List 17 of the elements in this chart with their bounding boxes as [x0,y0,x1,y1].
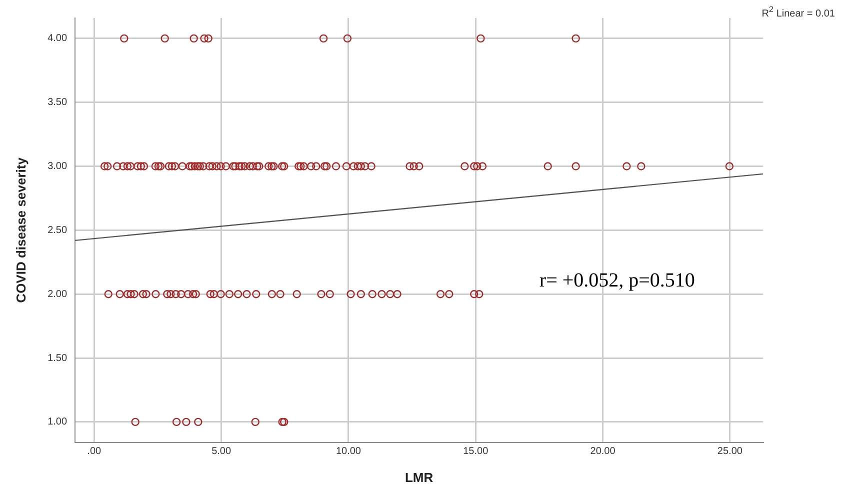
x-tick-label: 5.00 [212,446,232,458]
y-tick-label: 1.50 [48,352,68,364]
y-tick-label: 4.00 [48,33,68,44]
y-tick-label: 2.50 [48,224,68,236]
x-tick-label: 25.00 [717,446,743,458]
x-tick-label: 15.00 [463,446,489,458]
x-tick-label: 10.00 [336,446,362,458]
x-tick-label: .00 [87,446,102,458]
y-tick-label: 3.50 [48,97,68,108]
annotation: r= +0.052, p=0.510 [539,269,695,292]
y-tick-label: 3.00 [48,161,68,172]
y-tick-label: 1.00 [48,416,68,428]
y-tick-label: 2.00 [48,288,68,300]
annotation: R$^{2}$ Linear = 0.01 [762,4,835,20]
x-tick-label: 20.00 [590,446,616,458]
x-axis-title: LMR [404,470,434,485]
y-axis-title: COVID disease severity [13,156,28,303]
